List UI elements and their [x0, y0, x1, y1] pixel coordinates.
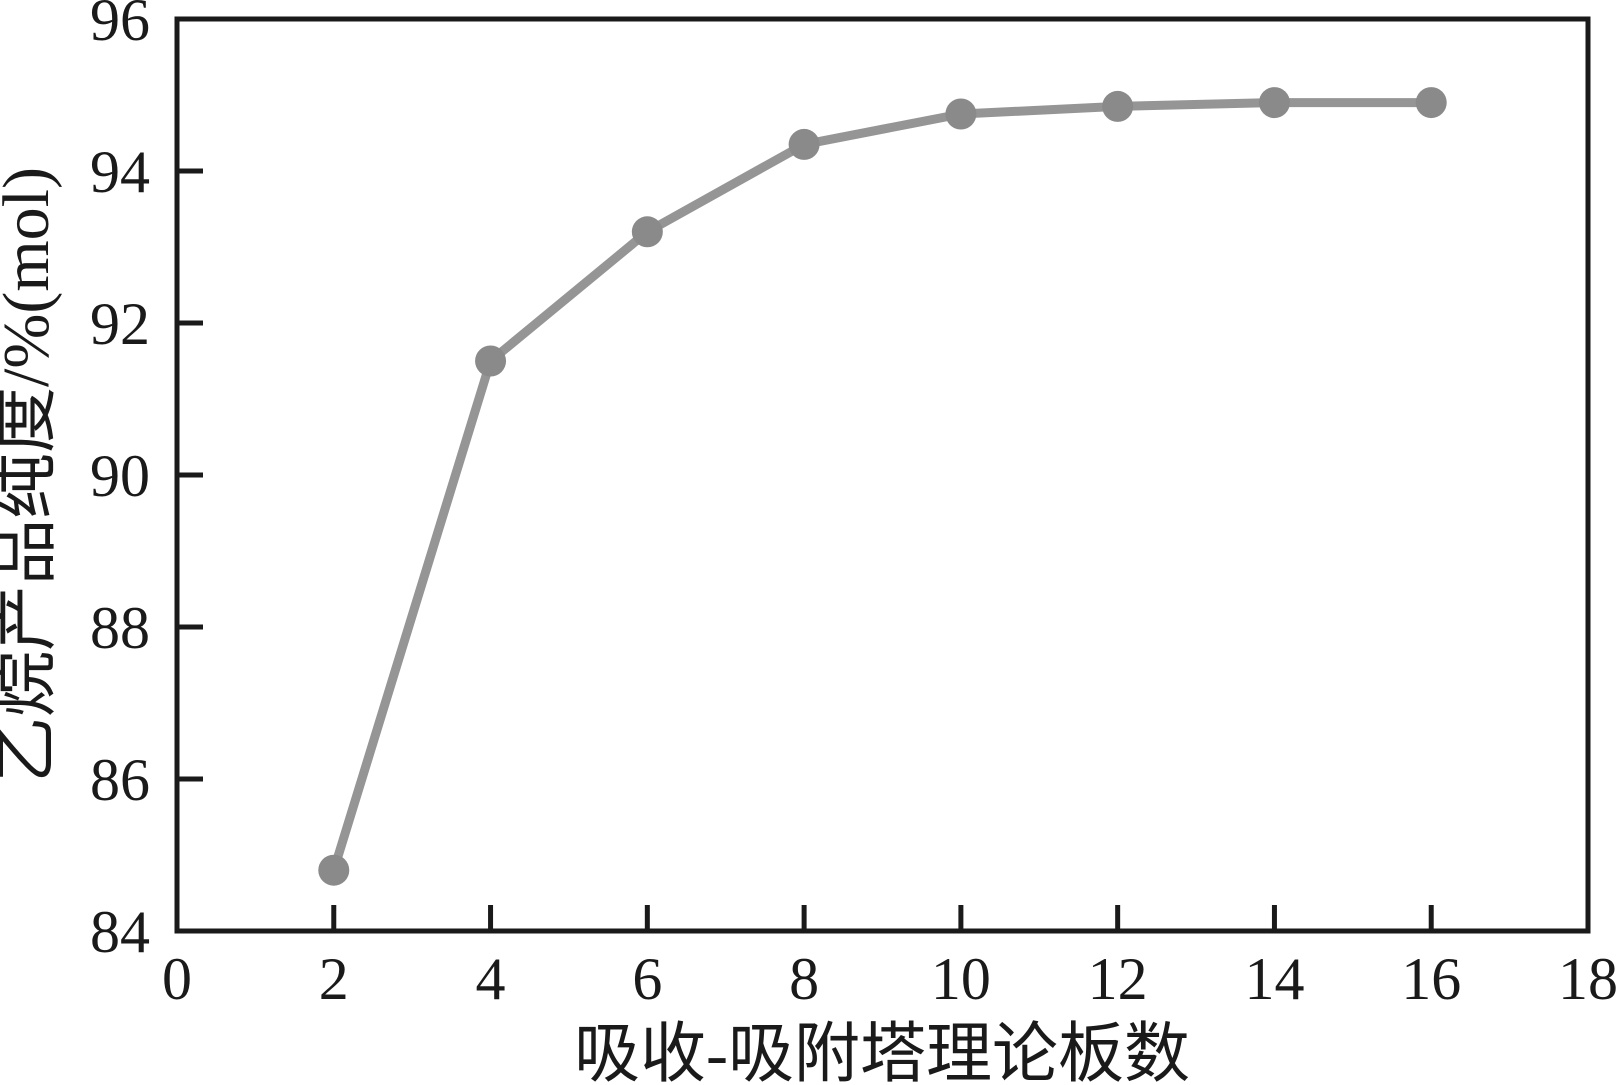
data-series	[318, 87, 1447, 886]
x-axis-title: 吸收-吸附塔理论板数	[574, 1018, 1190, 1085]
x-tick-label: 10	[931, 946, 991, 1012]
data-point	[631, 216, 663, 248]
data-line	[329, 98, 1436, 875]
x-tick-label: 6	[632, 946, 662, 1012]
y-tick-label: 84	[90, 899, 150, 965]
x-tick-label: 12	[1088, 946, 1148, 1012]
data-point	[1258, 87, 1290, 119]
data-point	[1415, 87, 1447, 119]
x-tick-label: 4	[476, 946, 506, 1012]
y-axis-title: 乙烷产品纯度/%(mol)	[0, 167, 63, 783]
axis-ticks	[174, 16, 1591, 934]
data-point	[945, 98, 977, 130]
y-tick-label: 88	[90, 595, 150, 661]
x-tick-label: 8	[789, 946, 819, 1012]
y-tick-label: 96	[90, 0, 150, 53]
y-tick-label: 90	[90, 443, 150, 509]
x-tick-label: 0	[162, 946, 192, 1012]
x-tick-label: 18	[1558, 946, 1616, 1012]
x-tick-label: 2	[319, 946, 349, 1012]
y-tick-label: 86	[90, 747, 150, 813]
data-point	[1102, 90, 1134, 122]
tick-labels: 0 2 4 6 8 10 12 14 16 18 84 86 88 90 92 94 96	[90, 0, 1616, 1012]
data-point	[318, 854, 350, 886]
y-tick-label: 92	[90, 291, 150, 357]
y-tick-label: 94	[90, 139, 150, 205]
x-tick-label: 14	[1244, 946, 1304, 1012]
data-point	[788, 128, 820, 160]
data-point	[475, 345, 507, 377]
x-tick-label: 16	[1401, 946, 1461, 1012]
plot-border	[174, 16, 1591, 934]
